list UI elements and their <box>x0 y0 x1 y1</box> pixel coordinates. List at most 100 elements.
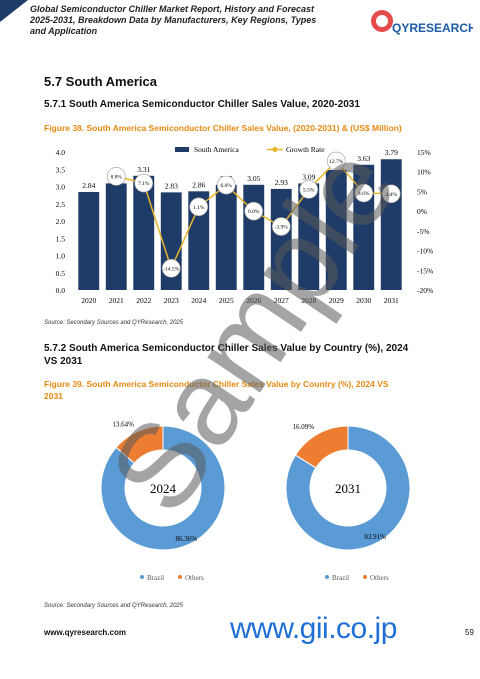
bar <box>105 183 127 290</box>
line-marker <box>216 175 236 195</box>
slice-label: 83.91% <box>364 533 386 541</box>
line-marker <box>106 167 126 186</box>
line-marker <box>381 184 401 204</box>
x-tick-label: 2024 <box>191 296 206 305</box>
subheading: 5.7.2 South America Semiconductor Chille… <box>44 343 409 367</box>
y-tick-label: 0.5 <box>56 269 66 278</box>
line-value-label: 7.1% <box>138 181 150 187</box>
logo-text: QYRESEARCH <box>392 21 473 35</box>
x-tick-label: 2021 <box>109 296 124 305</box>
x-tick-label: 2020 <box>81 296 96 305</box>
center-label: 2024 <box>150 481 177 496</box>
x-tick-label: 2029 <box>329 296 344 305</box>
y2-tick-label: 0% <box>417 207 427 216</box>
line-value-label: 12.7% <box>329 159 344 165</box>
bar-value-label: 3.05 <box>247 174 260 183</box>
bar-value-label: 2.84 <box>82 181 95 190</box>
page-number: 59 <box>465 628 474 637</box>
bar <box>188 191 210 290</box>
legend-swatch <box>325 575 329 579</box>
line-marker <box>299 180 319 199</box>
legend-swatch <box>175 147 189 152</box>
bar-value-label: 2.83 <box>165 181 178 190</box>
bar-value-label: 3.79 <box>385 148 398 157</box>
y-tick-label: 4.0 <box>56 148 66 157</box>
line-value-label: 4.4% <box>386 192 398 198</box>
legend-label: Others <box>370 574 389 582</box>
line-value-label: 0.0% <box>248 209 260 215</box>
y-tick-label: 2.5 <box>56 200 66 209</box>
x-tick-label: 2025 <box>219 296 234 305</box>
legend-label: Brazil <box>332 574 349 582</box>
x-tick-label: 2027 <box>274 296 289 305</box>
donut-slice <box>100 425 226 551</box>
line-value-label: 1.1% <box>193 205 205 211</box>
figure-caption: Figure 38. South America Semiconductor C… <box>44 123 402 133</box>
line-value-label: -3.9% <box>275 225 289 231</box>
y2-tick-label: 5% <box>417 187 427 196</box>
line-marker <box>354 183 374 203</box>
line-value-label: 4.6% <box>358 191 370 197</box>
subheading: 5.7.1 South America Semiconductor Chille… <box>44 99 360 110</box>
legend-label: Others <box>185 574 204 582</box>
line-marker <box>134 173 154 193</box>
line-marker <box>271 217 291 236</box>
bar-line-chart: 0.0 0.5 1.0 1.5 2.0 2.5 3.0 3.5 4.0 15% 10% 5% 0% -5%… <box>56 145 434 305</box>
source-note: Source: Secondary Sources and QYResearch… <box>44 603 184 609</box>
donut-slice <box>294 425 349 469</box>
bar <box>78 192 100 290</box>
x-tick-label: 2031 <box>384 296 399 305</box>
legend-swatch <box>178 575 182 579</box>
y-tick-label: 2.0 <box>56 217 66 226</box>
legend-swatch <box>363 575 367 579</box>
y2-tick-label: -5% <box>417 227 430 236</box>
line-value-label: -14.5% <box>163 266 179 272</box>
line-marker <box>326 151 346 171</box>
slice-label: 13.64% <box>112 420 134 428</box>
bar-value-label: 3.31 <box>137 165 150 174</box>
donut-chart: 83.91% 16.09% 2031 Brazil Others <box>285 423 411 582</box>
x-tick-label: 2023 <box>164 296 179 305</box>
y-tick-label: 0.0 <box>56 286 66 295</box>
legend-swatch <box>272 147 278 152</box>
line-marker <box>189 197 209 217</box>
x-tick-label: 2026 <box>246 296 261 305</box>
y2-tick-label: 10% <box>417 168 431 177</box>
y-tick-label: 3.0 <box>56 183 66 192</box>
line-value-label: 6.6% <box>221 183 233 189</box>
slice-label: 86.36% <box>175 535 197 543</box>
slice-label: 16.09% <box>293 423 315 431</box>
donut-slice <box>285 425 411 551</box>
line-value-label: 8.8% <box>111 174 123 180</box>
figure-caption: Figure 39. South America Semiconductor C… <box>44 379 389 401</box>
legend-label: Growth Rate <box>286 145 325 154</box>
line-value-label: 5.5% <box>303 187 315 193</box>
y-tick-label: 1.5 <box>56 234 66 243</box>
bar <box>215 184 237 290</box>
logo: QYRESEARCH <box>371 10 473 35</box>
donut-slice <box>115 425 164 464</box>
donut-chart: 86.36% 13.64% 2024 Brazil Others <box>100 420 226 582</box>
bar <box>325 169 347 290</box>
center-label: 2031 <box>335 481 361 496</box>
y2-tick-label: -10% <box>417 247 433 256</box>
y2-tick-label: 15% <box>417 148 431 157</box>
bar-value-label: 2.86 <box>192 180 205 189</box>
bar <box>298 183 320 290</box>
line-marker <box>161 259 181 278</box>
line-marker <box>244 201 264 221</box>
y2-tick-label: -15% <box>417 266 433 275</box>
corner-decoration <box>0 0 28 22</box>
bar-value-label: 2.93 <box>275 178 288 187</box>
report-title: Global Semiconductor Chiller Market Repo… <box>30 4 317 36</box>
bar <box>270 188 292 290</box>
x-tick-label: 2030 <box>356 296 371 305</box>
legend-label: South America <box>194 145 239 154</box>
x-tick-label: 2022 <box>136 296 151 305</box>
legend-label: Brazil <box>147 574 164 582</box>
legend-swatch <box>140 575 144 579</box>
y2-tick-label: -20% <box>417 286 433 295</box>
footer-site: www.qyresearch.com <box>44 628 126 637</box>
x-tick-label: 2028 <box>301 296 316 305</box>
